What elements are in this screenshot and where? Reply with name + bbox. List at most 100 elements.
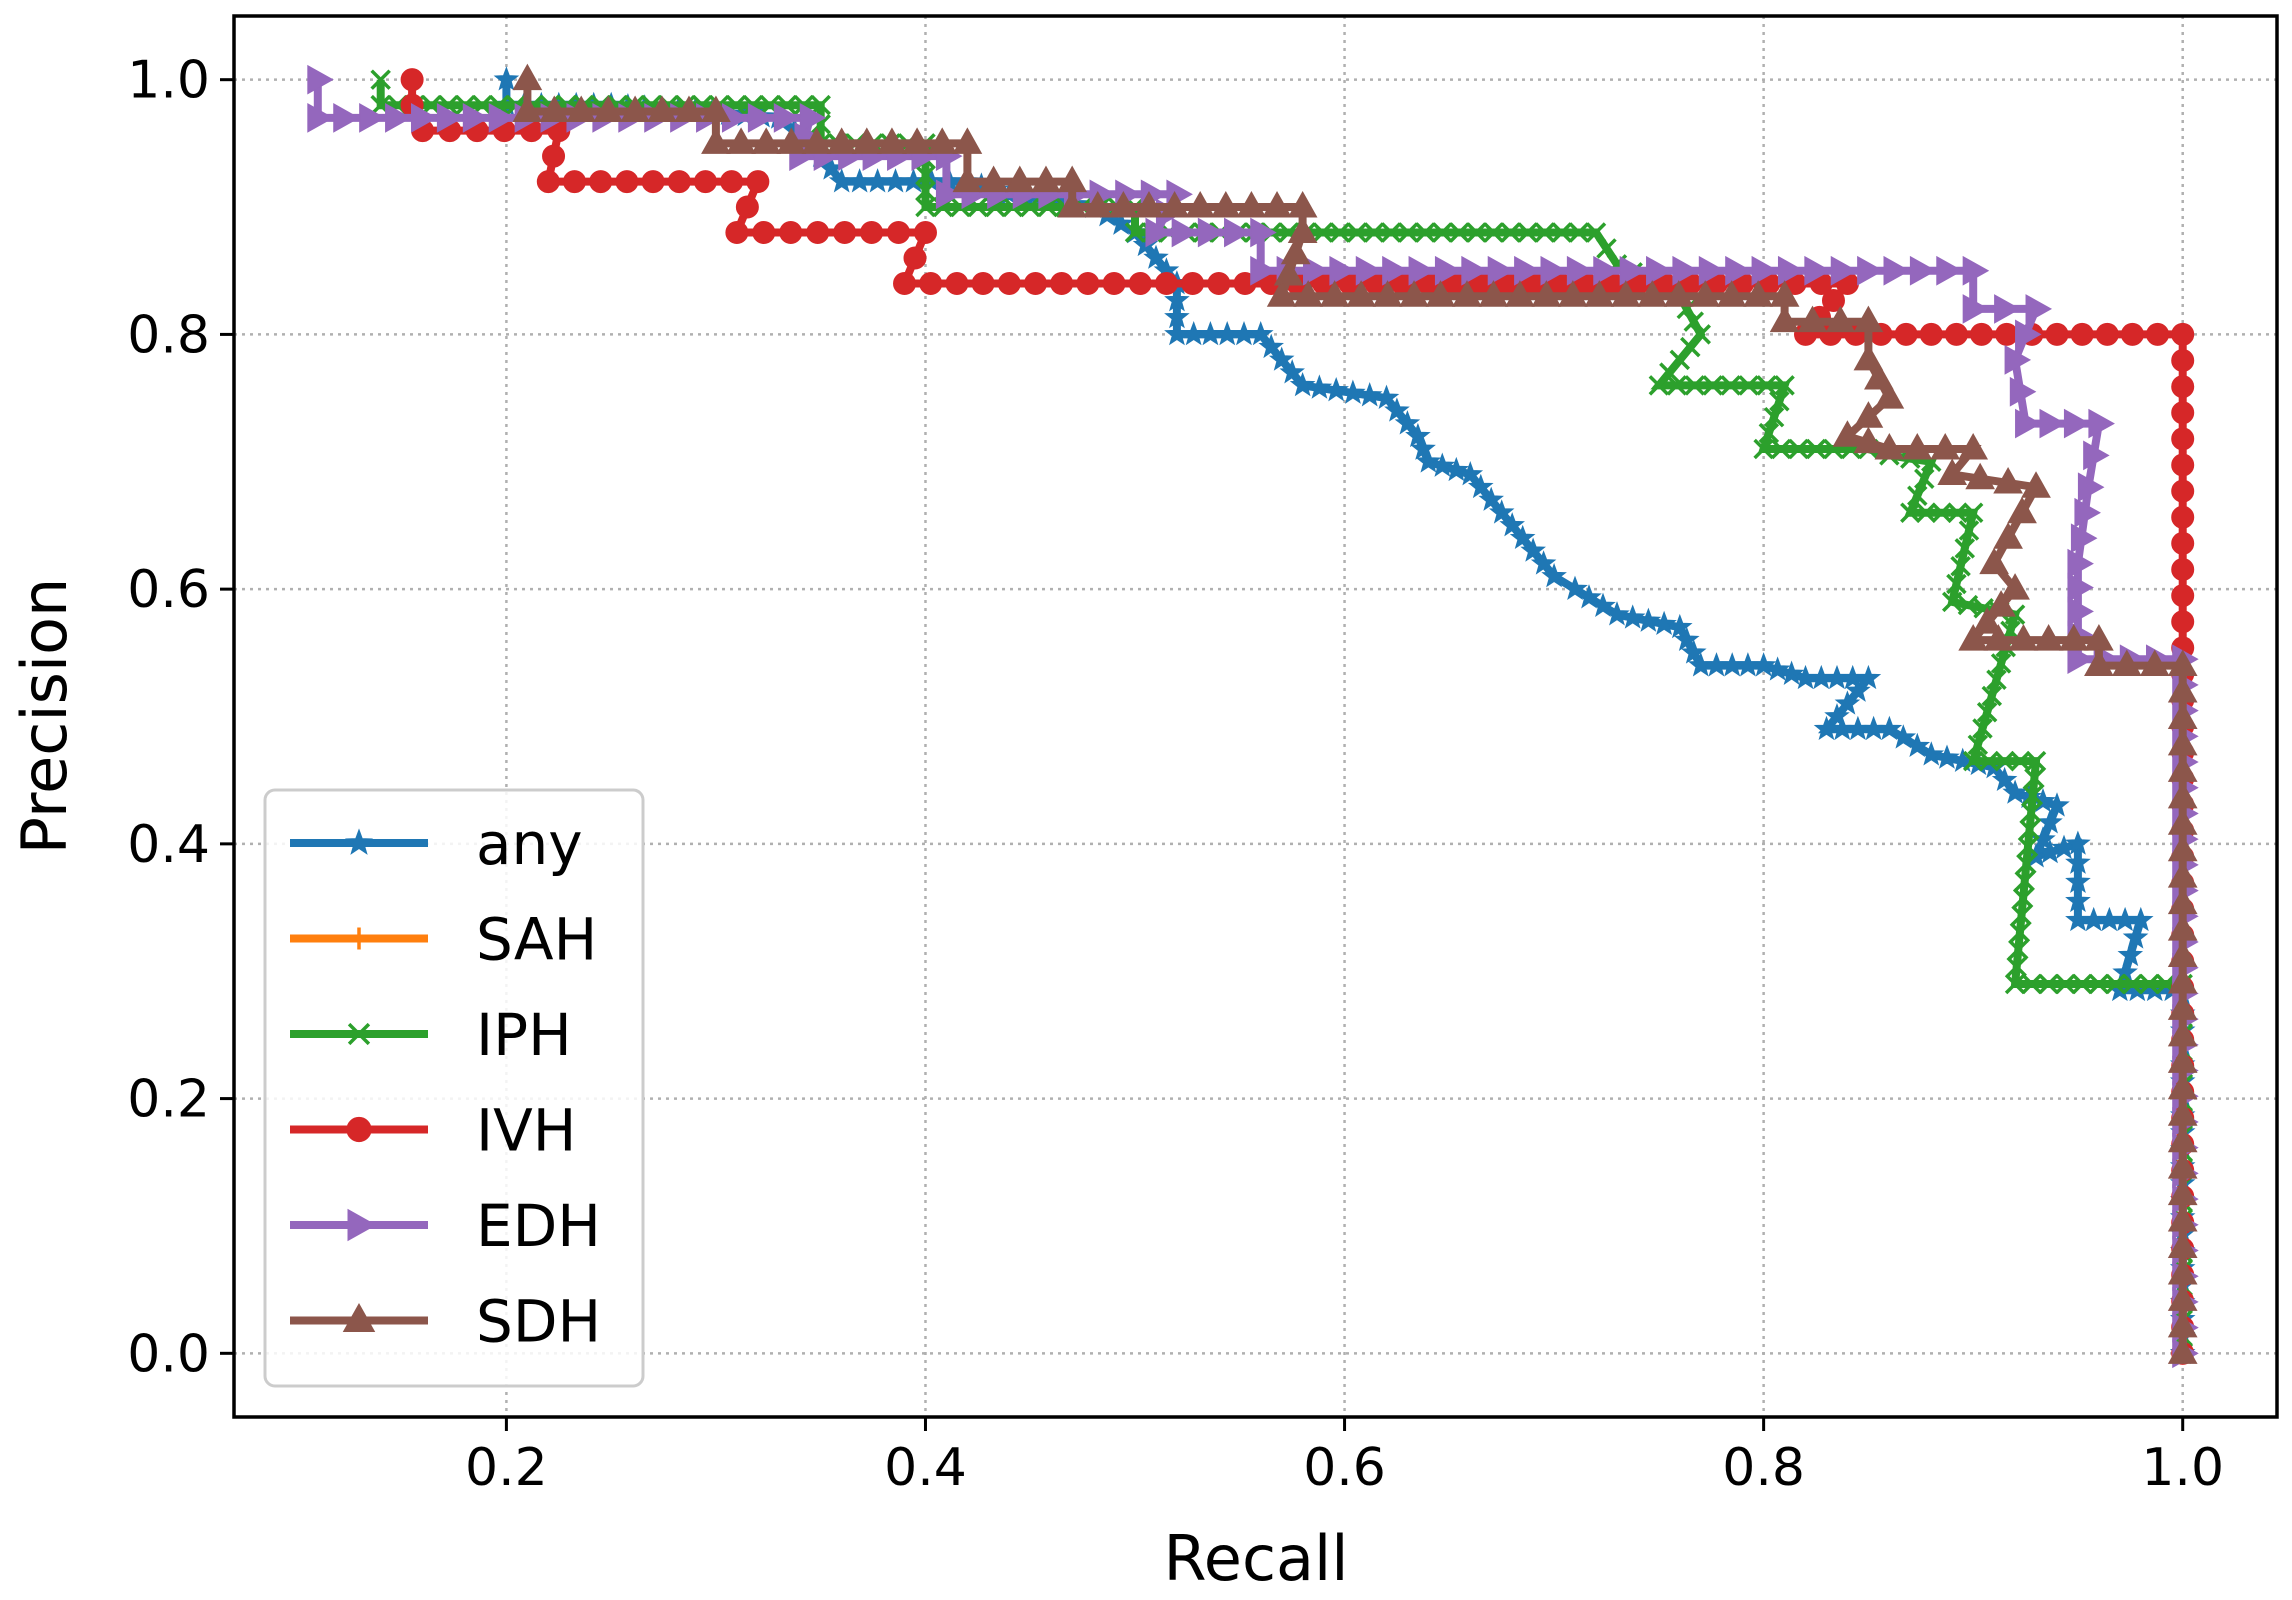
data-point [1941, 591, 1963, 613]
data-point [1821, 288, 1845, 312]
data-point [1805, 438, 1827, 460]
data-point [2167, 1257, 2198, 1285]
axis-ticks: 0.2 0.4 0.6 0.8 1.0 0.0 0.2 0.4 0.6 0.8 1.0 [127, 51, 2224, 1498]
data-point [1408, 255, 1436, 286]
data-point [1937, 458, 1968, 486]
data-point [1832, 420, 1863, 447]
data-point [1788, 438, 1809, 460]
data-point [1950, 555, 1971, 577]
data-point [1224, 217, 1251, 248]
data-point [1520, 537, 1546, 562]
data-point [978, 165, 1009, 193]
legend-marker [347, 1022, 371, 1046]
data-point [1637, 280, 1668, 307]
data-point [1312, 222, 1334, 243]
data-point [2167, 834, 2198, 862]
data-point [2167, 1231, 2198, 1259]
data-point [1909, 255, 1937, 286]
data-point [725, 221, 749, 245]
data-point [2167, 940, 2198, 968]
data-point [2171, 322, 2195, 346]
data-point [2021, 973, 2043, 995]
x-tick-label: 1.0 [2141, 1438, 2224, 1498]
data-point [410, 103, 438, 133]
data-point [1394, 410, 1421, 435]
data-point [1584, 280, 1615, 307]
data-point [1372, 280, 1403, 307]
data-point [1108, 210, 1134, 235]
data-point [2008, 939, 2029, 960]
data-point [1134, 191, 1164, 218]
data-point [751, 127, 782, 154]
data-point [1994, 750, 2015, 772]
data-point [2139, 649, 2170, 677]
y-tick-label: 0.6 [127, 560, 210, 620]
data-point [915, 164, 936, 186]
data-point [2058, 624, 2089, 651]
data-point [902, 127, 932, 154]
data-point [1751, 255, 1779, 286]
data-point [1758, 422, 1780, 444]
data-point [2111, 649, 2142, 677]
data-point [1972, 607, 2002, 634]
data-point [462, 103, 490, 133]
data-point [2077, 472, 2105, 503]
data-point [2025, 294, 2053, 324]
data-point [2171, 349, 2195, 373]
data-point [563, 170, 586, 194]
data-point [1185, 191, 1216, 218]
data-point [1797, 305, 1828, 333]
data-point [1604, 601, 1630, 626]
data-point [2017, 836, 2039, 858]
data-point [1979, 547, 2009, 575]
data-point [1667, 613, 1693, 639]
data-point [1499, 512, 1525, 537]
data-point [1725, 255, 1752, 286]
data-point [1962, 255, 1990, 286]
data-point [641, 170, 665, 194]
data-point [2009, 922, 2031, 943]
data-point [1287, 216, 1318, 244]
data-point [913, 221, 937, 245]
data-point [1993, 522, 2023, 549]
data-point [720, 170, 744, 194]
data-point [2020, 802, 2042, 823]
data-point [2014, 870, 2035, 892]
data-point [2146, 322, 2170, 346]
data-point [615, 170, 639, 194]
data-point [307, 64, 334, 95]
y-tick-label: 0.2 [127, 1070, 210, 1130]
data-point [952, 127, 983, 154]
data-point [385, 103, 412, 133]
data-point [1774, 375, 1795, 396]
data-point [2039, 408, 2067, 439]
data-point [2070, 322, 2094, 346]
data-point [436, 103, 464, 133]
data-point [1530, 550, 1557, 575]
data-point [1663, 280, 1694, 307]
data-point [1994, 294, 2021, 324]
data-point [2167, 861, 2198, 888]
data-point [2122, 973, 2143, 995]
data-point [1050, 271, 1074, 295]
data-point [1853, 305, 1884, 333]
data-point [1405, 422, 1431, 448]
data-point [2128, 906, 2154, 932]
data-point [1972, 718, 1993, 739]
data-point [1279, 359, 1305, 384]
y-axis-label: Precision [8, 578, 81, 855]
data-point [1449, 222, 1470, 243]
data-point [1289, 371, 1316, 397]
data-point [2038, 973, 2059, 995]
data-point [1478, 486, 1504, 511]
data-point [1258, 333, 1284, 359]
data-point [927, 127, 958, 154]
data-point [539, 95, 570, 123]
data-point [1930, 433, 1961, 460]
data-point [726, 127, 756, 154]
data-point [1978, 750, 2000, 772]
data-point [971, 271, 995, 295]
data-point [810, 94, 831, 116]
data-point [333, 103, 360, 133]
legend-item-sah: SAH [290, 906, 597, 974]
